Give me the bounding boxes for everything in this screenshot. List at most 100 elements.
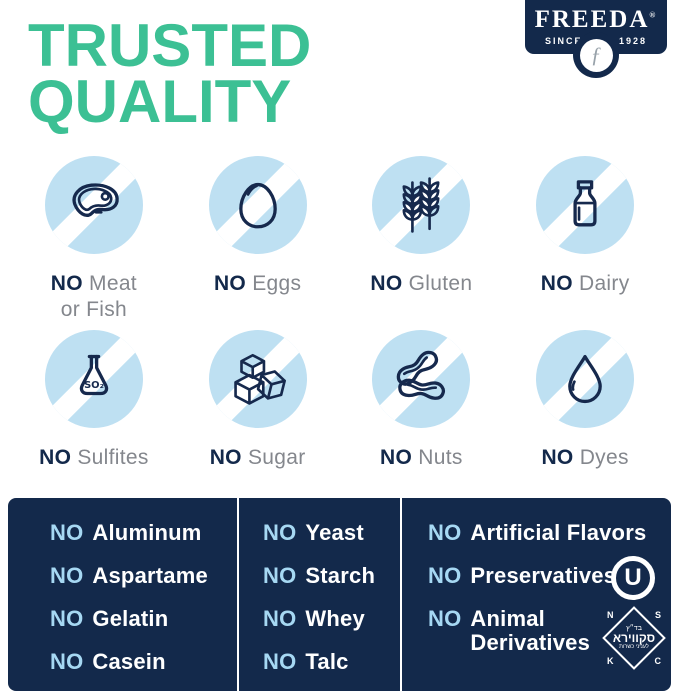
list-item: NO Aspartame [50, 564, 237, 588]
no-word: NO [263, 649, 297, 674]
no-nuts-cell: NO Nuts [340, 330, 504, 471]
label-word: Aspartame [92, 563, 208, 588]
no-word: NO [50, 563, 84, 588]
label-word: Animal Derivatives [470, 606, 591, 655]
list-item: NO Animal Derivatives [428, 607, 671, 655]
no-word: NO [50, 520, 84, 545]
no-gluten-label: NO Gluten [355, 271, 487, 297]
label-word: Nuts [418, 446, 463, 469]
claims-column-2: NO Yeast NO Starch NO Whey NO Talc [237, 498, 400, 691]
label-word: Aluminum [92, 520, 202, 545]
logo-monogram-icon: ƒ [579, 38, 613, 72]
kosher-hebrew-text: בד״ץ סקווירא לעניני כשרות [604, 625, 664, 651]
no-word: NO [50, 606, 84, 631]
registered-mark: ® [649, 10, 658, 20]
egg-icon [238, 182, 277, 229]
no-sulfites-cell: SO₂ NO Sulfites [12, 330, 176, 471]
label-word: Whey [305, 606, 365, 631]
no-word: NO [263, 520, 297, 545]
label-word: Artificial Flavors [470, 520, 647, 545]
label-word: Talc [305, 649, 349, 674]
claims-column-1: NO Aluminum NO Aspartame NO Gelatin NO C… [8, 498, 237, 691]
label-word: Preservatives [470, 563, 617, 588]
no-eggs-label: NO Eggs [192, 271, 324, 297]
no-word: NO [209, 446, 242, 469]
title-line-2: QUALITY [28, 68, 292, 135]
no-gluten-badge [372, 156, 471, 254]
no-nuts-label: NO Nuts [355, 445, 487, 471]
icon-row-2: SO₂ NO Sulfites NO Suga [12, 330, 667, 471]
no-eggs-cell: NO Eggs [176, 156, 340, 323]
no-nuts-badge [372, 330, 471, 428]
flask-icon: SO₂ [79, 354, 109, 396]
list-item: NO Gelatin [50, 607, 237, 631]
no-dairy-cell: NO Dairy [503, 156, 667, 323]
kosher-text-line1: בד״ץ [626, 625, 642, 633]
kosher-corner-c: C [654, 656, 662, 666]
freeda-logo: FREEDA® SINCE 1928 ƒ [525, 0, 667, 78]
kosher-text-line3: לעניני כשרות [619, 644, 649, 651]
no-sulfites-badge: SO₂ [44, 330, 143, 428]
label-word: Dairy [578, 272, 630, 295]
kosher-text-line2: סקווירא [612, 631, 656, 646]
no-dairy-badge [536, 156, 635, 254]
claims-panel: NO Aluminum NO Aspartame NO Gelatin NO C… [8, 498, 671, 691]
flask-so2-text: SO₂ [84, 380, 104, 391]
logo-since: SINCE [545, 36, 583, 46]
no-word: NO [428, 520, 462, 545]
label-word: Eggs [252, 272, 302, 295]
no-sugar-label: NO Sugar [192, 445, 324, 471]
wheat-icon [402, 177, 440, 233]
no-dyes-cell: NO Dyes [503, 330, 667, 471]
no-meat-label: NO Meat or Fish [41, 271, 147, 323]
skver-kosher-icon: N S K C בד״ץ סקווירא לעניני כשרות [602, 606, 666, 670]
list-item: NO Preservatives [428, 564, 671, 588]
list-item: NO Whey [263, 607, 400, 631]
list-item: NO Yeast [263, 521, 400, 545]
label-word: Sulfites [77, 446, 149, 469]
sugar-cubes-icon [233, 353, 286, 405]
no-word: NO [540, 272, 573, 295]
no-word: NO [370, 272, 403, 295]
no-word: NO [50, 272, 83, 295]
kosher-corner-n: N [607, 610, 614, 620]
label-word: Starch [305, 563, 376, 588]
no-gluten-cell: NO Gluten [340, 156, 504, 323]
peanuts-icon [397, 350, 446, 400]
label-word: Dyes [579, 446, 629, 469]
logo-since-row: SINCE 1928 [525, 36, 667, 46]
list-item: NO Casein [50, 650, 237, 674]
list-item: NO Artificial Flavors [428, 521, 671, 545]
no-dairy-label: NO Dairy [519, 271, 651, 297]
ou-letter: U [624, 564, 642, 591]
no-word: NO [50, 649, 84, 674]
no-word: NO [428, 606, 462, 631]
no-dyes-badge [536, 330, 635, 428]
no-word: NO [263, 606, 297, 631]
label-word: Meat or Fish [60, 272, 137, 321]
steak-icon [72, 183, 119, 217]
title-line-1: TRUSTED [28, 12, 312, 79]
list-item: NO Talc [263, 650, 400, 674]
no-meat-cell: NO Meat or Fish [12, 156, 176, 323]
label-word: Yeast [305, 520, 364, 545]
no-sugar-cell: NO Sugar [176, 330, 340, 471]
no-word: NO [39, 446, 72, 469]
icon-row-1: NO Meat or Fish NO Eggs [12, 156, 667, 323]
no-meat-badge [44, 156, 143, 254]
label-word: Casein [92, 649, 166, 674]
no-word: NO [213, 272, 247, 295]
droplet-icon [568, 354, 602, 404]
list-item: NO Aluminum [50, 521, 237, 545]
brand-name: FREEDA® [525, 6, 667, 34]
logo-year: 1928 [618, 36, 647, 46]
logo-badge: ƒ [573, 32, 619, 78]
page-title: TRUSTED QUALITY [28, 12, 312, 135]
kosher-corner-k: K [607, 656, 614, 666]
kosher-corner-s: S [654, 610, 661, 620]
no-sugar-badge [208, 330, 307, 428]
no-eggs-badge [208, 156, 307, 254]
label-word: Gluten [408, 272, 473, 295]
milk-bottle-icon [573, 180, 597, 227]
